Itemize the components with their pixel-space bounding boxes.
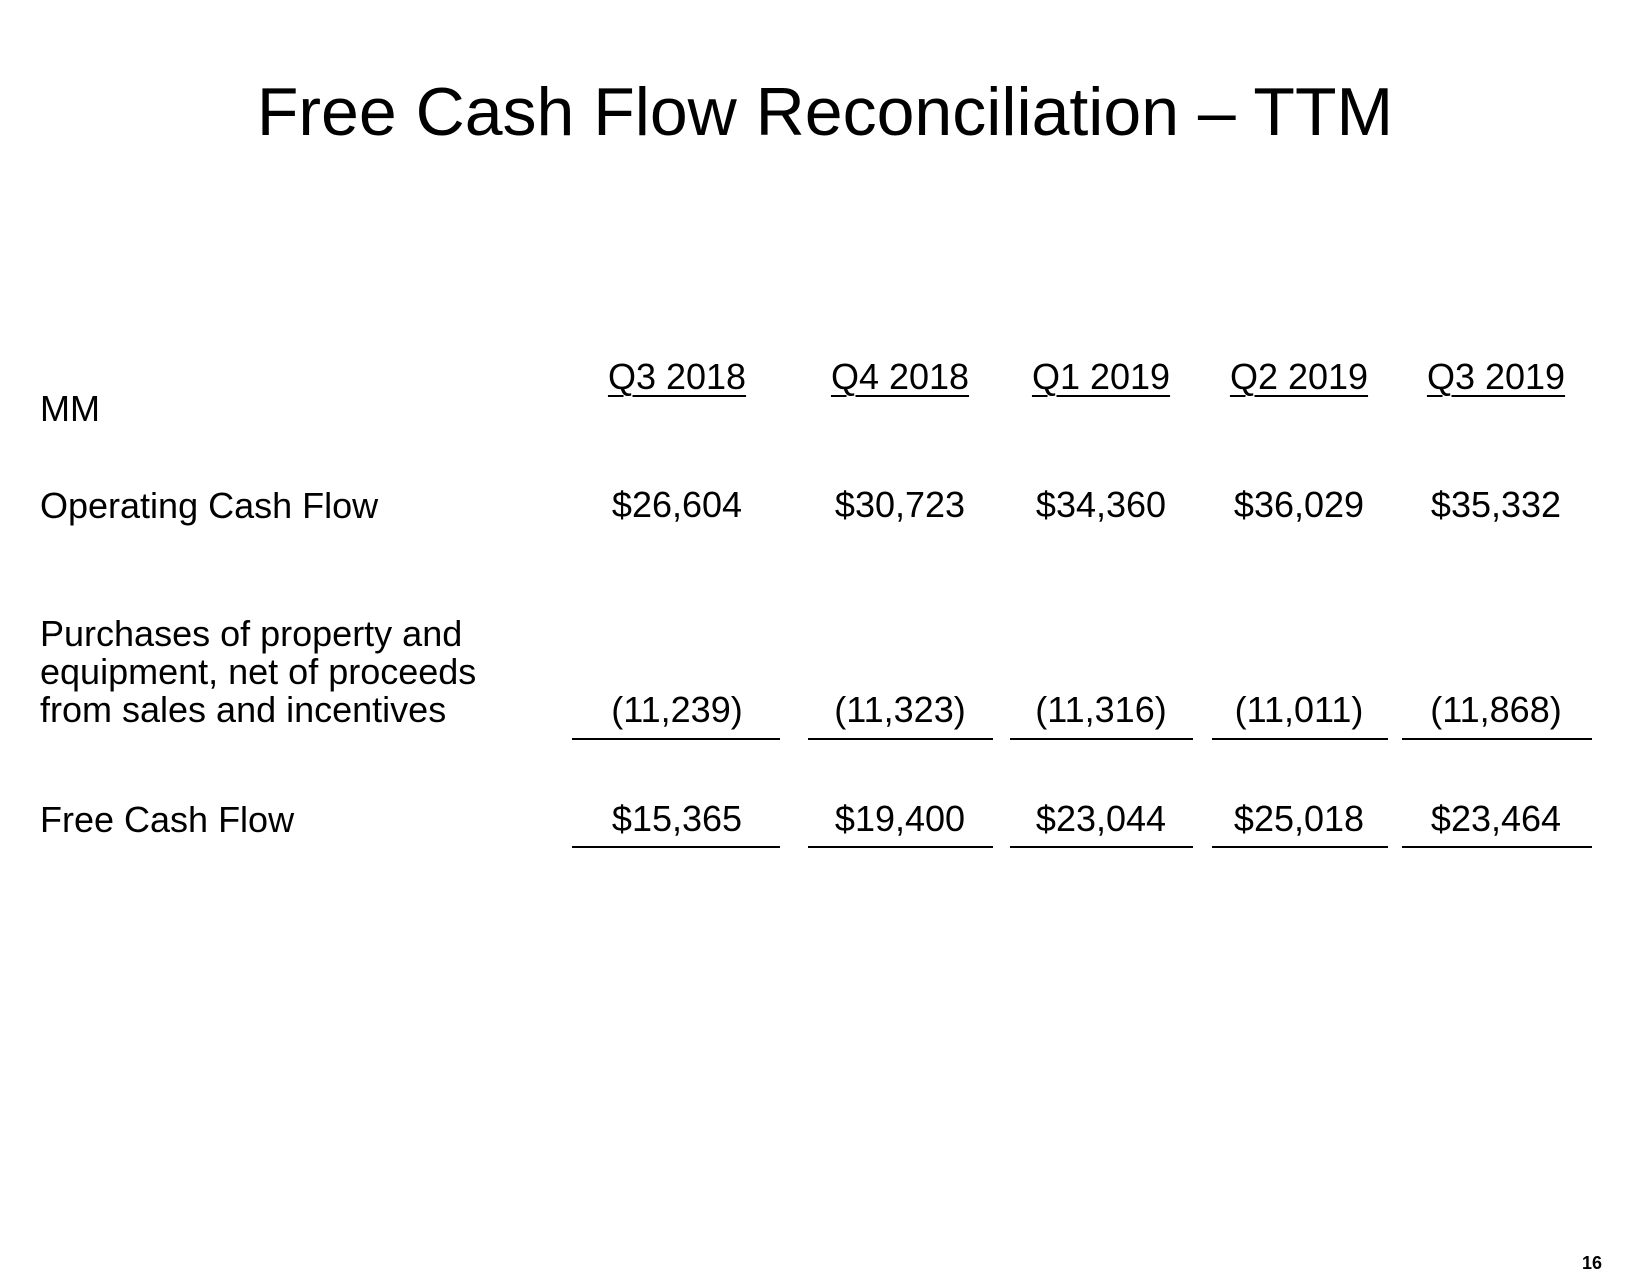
row-label-purchases-line-1: Purchases of property and: [40, 613, 463, 654]
page-number: 16: [1581, 1253, 1602, 1273]
cell-free-cash-flow-q1-2019: $23,044: [1035, 798, 1167, 839]
column-header-q2-2019: Q2 2019: [1229, 356, 1369, 397]
cell-operating-cash-flow-q2-2019: $36,029: [1233, 484, 1365, 525]
total-rule-q1-2019: [1010, 846, 1193, 848]
total-rule-q4-2018: [808, 846, 993, 848]
total-rule-q3-2018: [572, 846, 780, 848]
cell-free-cash-flow-q3-2018: $15,365: [611, 798, 743, 839]
cell-purchases-q4-2018: (11,323): [834, 689, 966, 730]
subtotal-rule-q2-2019: [1212, 738, 1388, 740]
subtotal-rule-q3-2019: [1402, 738, 1592, 740]
row-label-operating-cash-flow: Operating Cash Flow: [40, 485, 379, 526]
cell-operating-cash-flow-q4-2018: $30,723: [834, 484, 966, 525]
column-header-q3-2019: Q3 2019: [1426, 356, 1566, 397]
column-header-q4-2018: Q4 2018: [830, 356, 970, 397]
cell-free-cash-flow-q2-2019: $25,018: [1233, 798, 1365, 839]
cell-operating-cash-flow-q3-2019: $35,332: [1430, 484, 1562, 525]
total-rule-q2-2019: [1212, 846, 1388, 848]
unit-label: MM: [40, 388, 100, 429]
row-label-free-cash-flow: Free Cash Flow: [40, 799, 295, 840]
cell-purchases-q3-2018: (11,239): [611, 689, 743, 730]
cell-free-cash-flow-q4-2018: $19,400: [834, 798, 966, 839]
page-title: Free Cash Flow Reconciliation – TTM: [256, 74, 1394, 150]
column-header-q3-2018: Q3 2018: [607, 356, 747, 397]
subtotal-rule-q1-2019: [1010, 738, 1193, 740]
subtotal-rule-q3-2018: [572, 738, 780, 740]
cell-purchases-q3-2019: (11,868): [1430, 689, 1562, 730]
row-label-purchases-line-3: from sales and incentives: [40, 689, 447, 730]
row-label-purchases-line-2: equipment, net of proceeds: [40, 651, 477, 692]
cell-operating-cash-flow-q1-2019: $34,360: [1035, 484, 1167, 525]
cell-purchases-q2-2019: (11,011): [1234, 689, 1364, 730]
cell-operating-cash-flow-q3-2018: $26,604: [611, 484, 743, 525]
total-rule-q3-2019: [1402, 846, 1592, 848]
column-header-q1-2019: Q1 2019: [1031, 356, 1171, 397]
cell-purchases-q1-2019: (11,316): [1035, 689, 1167, 730]
subtotal-rule-q4-2018: [808, 738, 993, 740]
cell-free-cash-flow-q3-2019: $23,464: [1430, 798, 1562, 839]
